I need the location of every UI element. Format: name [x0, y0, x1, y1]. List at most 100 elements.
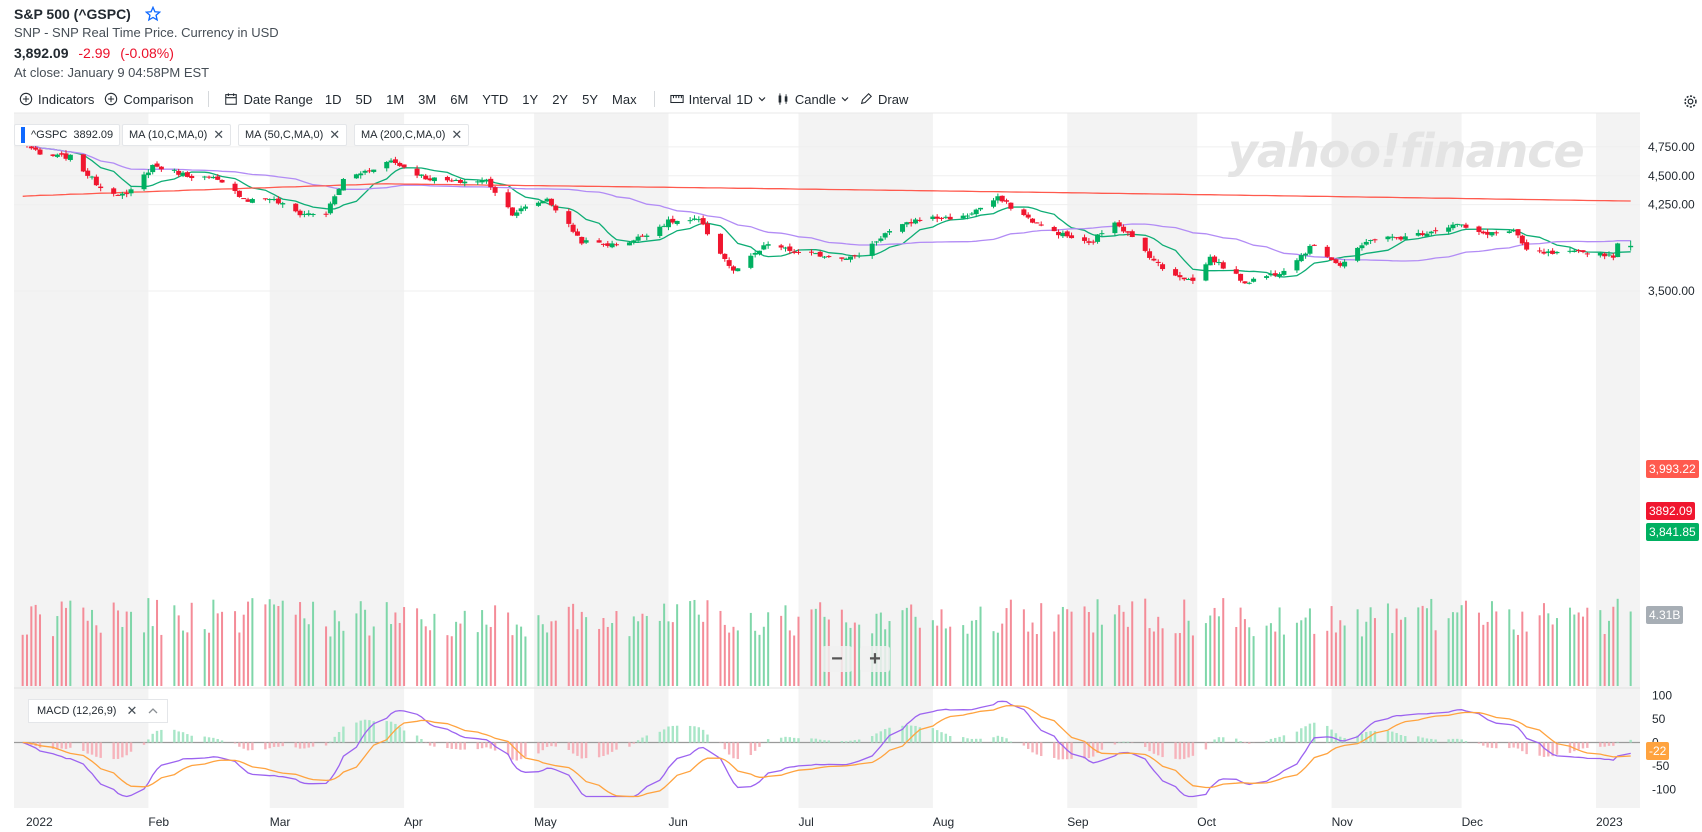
volume-bar [754, 630, 757, 686]
range-1m[interactable]: 1M [386, 91, 405, 107]
candle-body [869, 243, 875, 256]
candle-body [492, 187, 498, 193]
range-1y[interactable]: 1Y [522, 91, 539, 107]
candle-body [535, 202, 541, 206]
macd-histogram-bar [277, 742, 280, 747]
ma10-price-tag: 3,841.85 [1646, 523, 1699, 541]
macd-legend-chip[interactable]: MACD (12,26,9) ✕ [28, 699, 169, 723]
volume-bar [524, 636, 527, 686]
close-icon[interactable]: ✕ [213, 127, 225, 142]
date-range-button[interactable]: Date Range [219, 92, 317, 107]
volume-bar [147, 598, 150, 686]
range-5y[interactable]: 5Y [582, 91, 599, 107]
chart-toolbar: Indicators Comparison Date Range 1D 5D 1… [14, 88, 913, 110]
volume-bar [450, 636, 453, 686]
macd-histogram-bar [311, 742, 315, 747]
macd-histogram-bar [688, 725, 692, 743]
macd-tick-label: -50 [1652, 759, 1670, 773]
indicators-button[interactable]: Indicators [14, 92, 99, 107]
candle-body [111, 188, 117, 194]
chevron-up-icon[interactable] [147, 706, 159, 716]
candle-body [613, 244, 619, 246]
range-5d[interactable]: 5D [355, 91, 373, 107]
candle-body [761, 245, 767, 250]
range-6m[interactable]: 6M [450, 91, 469, 107]
volume-bar [56, 616, 59, 686]
volume-bar [1447, 618, 1450, 686]
macd-histogram-bar [992, 737, 995, 743]
legend-ma50-chip[interactable]: MA (50,C,MA,0) ✕ [238, 124, 348, 146]
legend-ma10-chip[interactable]: MA (10,C,MA,0) ✕ [122, 124, 232, 146]
macd-histogram-bar [151, 733, 154, 743]
chart-type-button[interactable]: Candle [771, 92, 854, 107]
candle-body [726, 260, 732, 266]
macd-histogram-bar [1213, 739, 1216, 743]
macd-histogram-bar [394, 723, 397, 743]
interval-button[interactable]: Interval 1D [665, 92, 771, 107]
range-max[interactable]: Max [612, 91, 637, 107]
candle-body [1203, 264, 1209, 281]
macd-histogram-bar [1586, 742, 1589, 748]
volume-bar [333, 610, 336, 686]
gear-icon[interactable] [1683, 94, 1698, 109]
range-2y[interactable]: 2Y [552, 91, 569, 107]
x-tick-label: Jun [668, 815, 687, 829]
symbol-color-swatch [21, 127, 25, 143]
candle-body [249, 199, 255, 203]
volume-bar [1148, 628, 1151, 686]
candle-body [1069, 235, 1075, 239]
zoom-in-button[interactable]: + [860, 646, 890, 672]
close-icon[interactable]: ✕ [451, 127, 463, 142]
macd-histogram-bar [667, 726, 670, 743]
candle-body [293, 203, 299, 212]
volume-bar [156, 599, 159, 686]
macd-histogram-bar [233, 742, 237, 744]
volume-bar [1313, 633, 1316, 686]
candle-body [644, 235, 650, 237]
candle-body [1272, 273, 1278, 276]
legend-symbol-chip[interactable]: ^GSPC 3892.09 [14, 124, 121, 146]
macd-histogram-bar [1434, 739, 1437, 743]
comparison-button[interactable]: Comparison [99, 92, 198, 107]
candle-body [1597, 252, 1603, 256]
candle-body [353, 174, 359, 179]
candle-body [553, 205, 559, 211]
close-icon[interactable]: ✕ [329, 127, 341, 142]
range-3m[interactable]: 3M [418, 91, 437, 107]
volume-bar [1464, 600, 1467, 686]
macd-histogram-bar [363, 719, 367, 743]
macd-histogram-bar [90, 742, 94, 755]
volume-bar [1460, 605, 1463, 686]
macd-histogram-bar [576, 742, 579, 756]
zoom-out-button[interactable]: − [822, 646, 852, 672]
pencil-icon [860, 93, 873, 105]
macd-histogram-bar [281, 742, 284, 747]
candle-body [704, 223, 710, 235]
candle-body [431, 177, 437, 182]
volume-bar [1265, 625, 1268, 686]
volume-bar [1525, 631, 1528, 686]
candle-body [848, 256, 854, 260]
macd-histogram-bar [1239, 741, 1242, 743]
candle-body [1537, 250, 1543, 252]
volume-bar [758, 634, 761, 686]
draw-button[interactable]: Draw [854, 92, 913, 107]
x-tick-label: Aug [933, 815, 954, 829]
range-1d[interactable]: 1D [324, 91, 342, 107]
candle-body [189, 175, 195, 179]
macd-histogram-bar [567, 742, 570, 750]
volume-bar [1538, 615, 1541, 686]
star-icon[interactable] [144, 6, 161, 22]
legend-ma200-chip[interactable]: MA (200,C,MA,0) ✕ [354, 124, 470, 146]
volume-bar [853, 622, 856, 686]
range-ytd[interactable]: YTD [482, 91, 509, 107]
volume-bar [99, 632, 102, 686]
close-icon[interactable]: ✕ [126, 703, 138, 718]
macd-histogram-bar [1421, 737, 1424, 743]
candle-body [1173, 269, 1179, 276]
volume-bar [1451, 612, 1454, 686]
volume-bar [814, 608, 817, 686]
candle-body [674, 220, 680, 224]
candle-body [1454, 223, 1460, 225]
macd-histogram-bar [1555, 742, 1559, 755]
